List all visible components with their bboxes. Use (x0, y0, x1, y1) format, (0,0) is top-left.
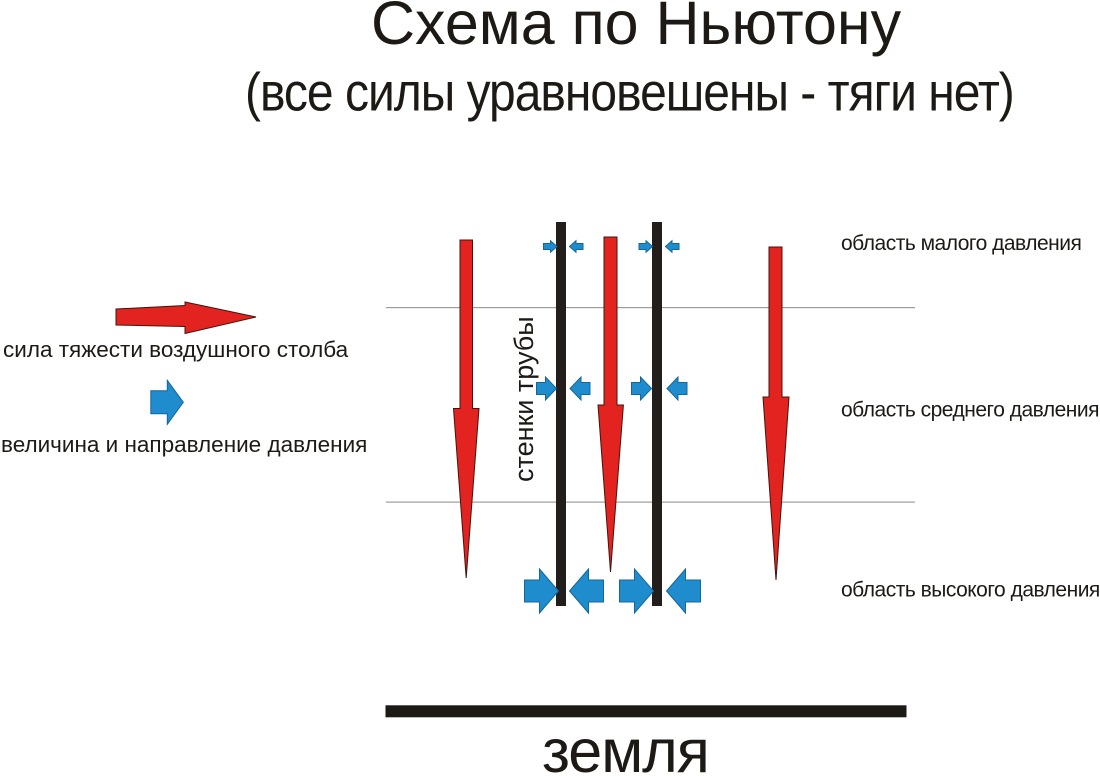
svg-text:(все силы уравновешены - тяги: (все силы уравновешены - тяги нет) (245, 62, 1014, 122)
svg-text:сила тяжести воздушного столба: сила тяжести воздушного столба (3, 337, 349, 362)
svg-text:земля: земля (542, 717, 709, 776)
svg-text:область малого давления: область малого давления (841, 232, 1081, 255)
svg-text:стенки трубы: стенки трубы (509, 316, 539, 482)
svg-text:область среднего давления: область среднего давления (841, 399, 1099, 422)
svg-text:Схема по Ньютону: Схема по Ньютону (371, 0, 902, 57)
svg-text:область высокого давления: область высокого давления (841, 579, 1100, 602)
svg-text:величина и направление давлени: величина и направление давления (1, 432, 367, 457)
